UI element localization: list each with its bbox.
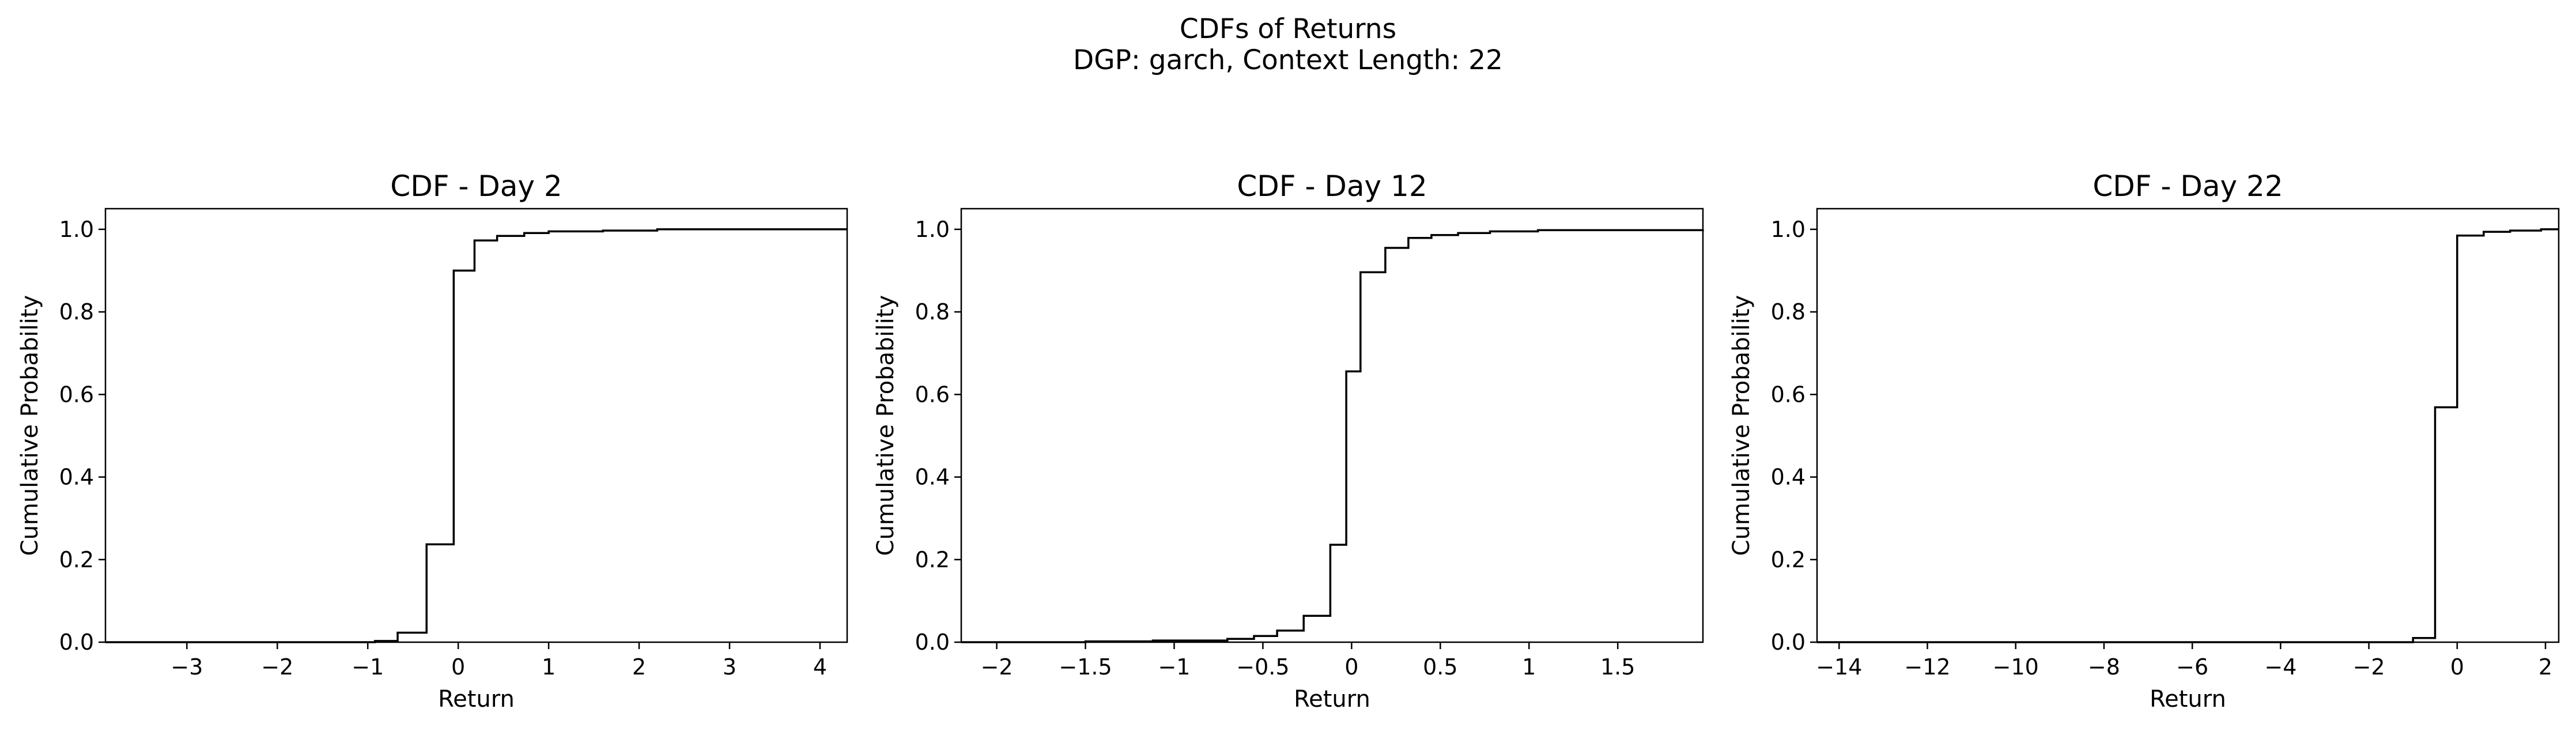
x-tick-label: −4 bbox=[2264, 654, 2297, 680]
y-tick-label: 1.0 bbox=[59, 217, 94, 242]
x-tick-label: 4 bbox=[813, 654, 827, 680]
x-tick-label: −8 bbox=[2088, 654, 2120, 680]
x-tick-label: −1 bbox=[352, 654, 384, 680]
subplot-title: CDF - Day 2 bbox=[390, 169, 562, 203]
cdf-step-line bbox=[961, 229, 1704, 643]
subplot-3: CDF - Day 22 −14 −12 −10 −8 −6 −4 −2 0 2 0.0 0.2 0.4… bbox=[1728, 169, 2560, 713]
y-tick-label: 0.2 bbox=[59, 547, 94, 572]
x-tick-label: 0.5 bbox=[1423, 654, 1457, 680]
subplot-1: CDF - Day 2 −3 −2 −1 0 1 2 3 4 0.0 0.2 0.4 0.6 0.8 1.0… bbox=[17, 169, 848, 713]
y-tick-label: 1.0 bbox=[1771, 217, 1806, 242]
x-tick-label: −2 bbox=[2353, 654, 2385, 680]
x-tick-label: −2 bbox=[261, 654, 293, 680]
y-tick-label: 1.0 bbox=[915, 217, 950, 242]
y-tick-label: 0.0 bbox=[59, 630, 94, 655]
y-tick-label: 0.4 bbox=[59, 465, 94, 490]
x-tick-label: 0 bbox=[1344, 654, 1358, 680]
y-tick-label: 0.4 bbox=[1771, 465, 1806, 490]
x-tick-label: 2 bbox=[632, 654, 646, 680]
axes-frame bbox=[960, 208, 1704, 643]
cdf-step-line bbox=[1817, 228, 2559, 643]
x-tick-label: 2 bbox=[2539, 654, 2552, 680]
x-tick-label: 0 bbox=[2450, 654, 2464, 680]
y-axis-label: Cumulative Probability bbox=[872, 295, 899, 556]
x-tick-label: −10 bbox=[1993, 654, 2039, 680]
x-tick-label: 1 bbox=[542, 654, 556, 680]
subplot-title: CDF - Day 22 bbox=[2092, 169, 2283, 203]
x-tick-label: −1 bbox=[1158, 654, 1190, 680]
y-tick-label: 0.8 bbox=[915, 299, 950, 325]
x-tick-label: −0.5 bbox=[1236, 654, 1289, 680]
x-tick-label: −6 bbox=[2176, 654, 2208, 680]
y-tick-label: 0.6 bbox=[59, 382, 94, 407]
y-tick-label: 0.0 bbox=[915, 630, 950, 655]
cdf-step-line bbox=[105, 228, 847, 643]
y-tick-label: 0.8 bbox=[1771, 299, 1806, 325]
x-tick-label: −2 bbox=[981, 654, 1013, 680]
y-tick-label: 0.4 bbox=[915, 465, 950, 490]
x-tick-label: −3 bbox=[171, 654, 203, 680]
figure-title-line2: DGP: garch, Context Length: 22 bbox=[1073, 44, 1503, 76]
y-tick-label: 0.8 bbox=[59, 299, 94, 325]
y-tick-label: 0.6 bbox=[915, 382, 950, 407]
subplot-2: CDF - Day 12 −2 −1.5 −1 −0.5 0 0.5 1 1.5 0.0 0.2 0.… bbox=[872, 169, 1704, 713]
x-tick-label: 1 bbox=[1522, 654, 1536, 680]
x-tick-label: −12 bbox=[1904, 654, 1950, 680]
figure-title-line1: CDFs of Returns bbox=[1180, 13, 1396, 45]
x-tick-label: −1.5 bbox=[1059, 654, 1112, 680]
y-tick-label: 0.2 bbox=[1771, 547, 1806, 572]
x-tick-label: −14 bbox=[1816, 654, 1862, 680]
subplot-panels: CDF - Day 2−3 −2 −1 0 1 2 3 40.00.20.40.60.81.0… bbox=[17, 169, 2560, 713]
x-axis-label: Return bbox=[2150, 686, 2226, 713]
x-tick-label: 1.5 bbox=[1600, 654, 1635, 680]
axes-frame bbox=[104, 208, 848, 643]
subplot-title: CDF - Day 12 bbox=[1237, 169, 1427, 203]
x-tick-label: 0 bbox=[451, 654, 465, 680]
axes-frame bbox=[1816, 208, 2560, 643]
y-tick-label: 0.6 bbox=[1771, 382, 1806, 407]
y-tick-label: 0.0 bbox=[1771, 630, 1806, 655]
y-axis-label: Cumulative Probability bbox=[1728, 295, 1755, 556]
y-tick-label: 0.2 bbox=[915, 547, 950, 572]
x-axis-label: Return bbox=[438, 686, 515, 713]
y-axis-label: Cumulative Probability bbox=[17, 295, 43, 556]
x-tick-label: 3 bbox=[723, 654, 736, 680]
x-axis-label: Return bbox=[1294, 686, 1370, 713]
